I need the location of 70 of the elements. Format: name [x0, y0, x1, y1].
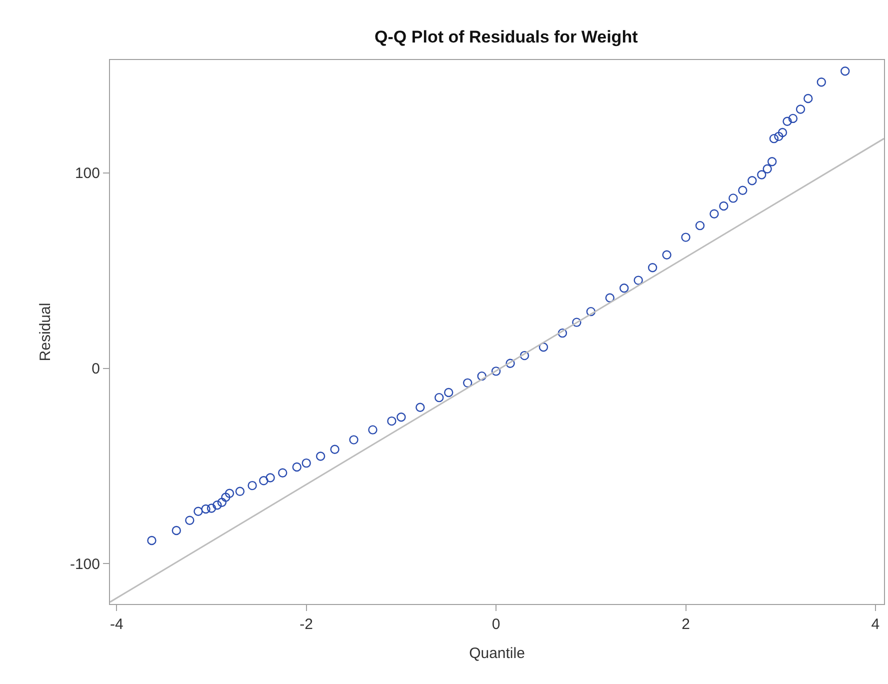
- x-tick-label: -2: [300, 616, 314, 633]
- point: [330, 444, 340, 454]
- y-tick-label: 0: [92, 360, 100, 378]
- point: [572, 318, 582, 327]
- point: [387, 416, 396, 426]
- point: [719, 201, 728, 211]
- point: [662, 250, 672, 260]
- point: [206, 504, 216, 513]
- point: [769, 134, 779, 144]
- point: [788, 114, 798, 124]
- point: [586, 306, 596, 316]
- point: [840, 66, 850, 76]
- point: [434, 392, 444, 402]
- x-tick-label: -4: [110, 616, 124, 633]
- x-tick-label: 2: [682, 616, 690, 633]
- point: [757, 170, 766, 180]
- point: [491, 366, 501, 376]
- point: [767, 157, 777, 166]
- point: [520, 350, 530, 360]
- point: [648, 262, 658, 272]
- point: [221, 492, 230, 502]
- point: [728, 194, 738, 203]
- point: [416, 402, 425, 412]
- x-axis-title: Quantile: [469, 645, 525, 662]
- point: [681, 232, 690, 242]
- point: [477, 371, 486, 381]
- point: [194, 506, 203, 516]
- point: [278, 468, 288, 478]
- point: [201, 504, 210, 514]
- point: [710, 209, 719, 218]
- point: [259, 476, 268, 486]
- point: [782, 116, 792, 126]
- point: [266, 473, 275, 482]
- y-tick-label: 100: [74, 165, 100, 182]
- chart-title: Q-Q Plot of Residuals for Weight: [374, 28, 638, 47]
- point: [292, 462, 302, 472]
- point: [538, 342, 548, 352]
- point: [444, 388, 454, 398]
- point: [762, 164, 772, 174]
- point: [396, 412, 406, 422]
- y-axis-title: Residual: [37, 302, 54, 362]
- point: [605, 293, 614, 302]
- point: [774, 132, 784, 142]
- point: [778, 128, 788, 138]
- point: [816, 77, 826, 87]
- point: [248, 480, 257, 490]
- y-tick-label: -100: [70, 556, 100, 573]
- x-tick-label: 4: [871, 616, 880, 633]
- point: [804, 94, 813, 104]
- point: [748, 176, 757, 186]
- point: [620, 284, 629, 293]
- point: [634, 276, 643, 285]
- point: [316, 452, 326, 461]
- point: [212, 500, 222, 510]
- point: [558, 328, 568, 338]
- point: [695, 220, 705, 230]
- point: [147, 536, 156, 546]
- point: [185, 516, 194, 525]
- point: [224, 488, 234, 498]
- point: [349, 435, 358, 444]
- point: [738, 186, 748, 195]
- point: [796, 104, 806, 114]
- point: [217, 498, 227, 507]
- x-tick-label: 0: [492, 616, 500, 633]
- point: [172, 526, 181, 536]
- point: [463, 378, 472, 388]
- point: [235, 486, 245, 496]
- point: [506, 358, 515, 368]
- point: [368, 425, 378, 434]
- point: [302, 458, 311, 468]
